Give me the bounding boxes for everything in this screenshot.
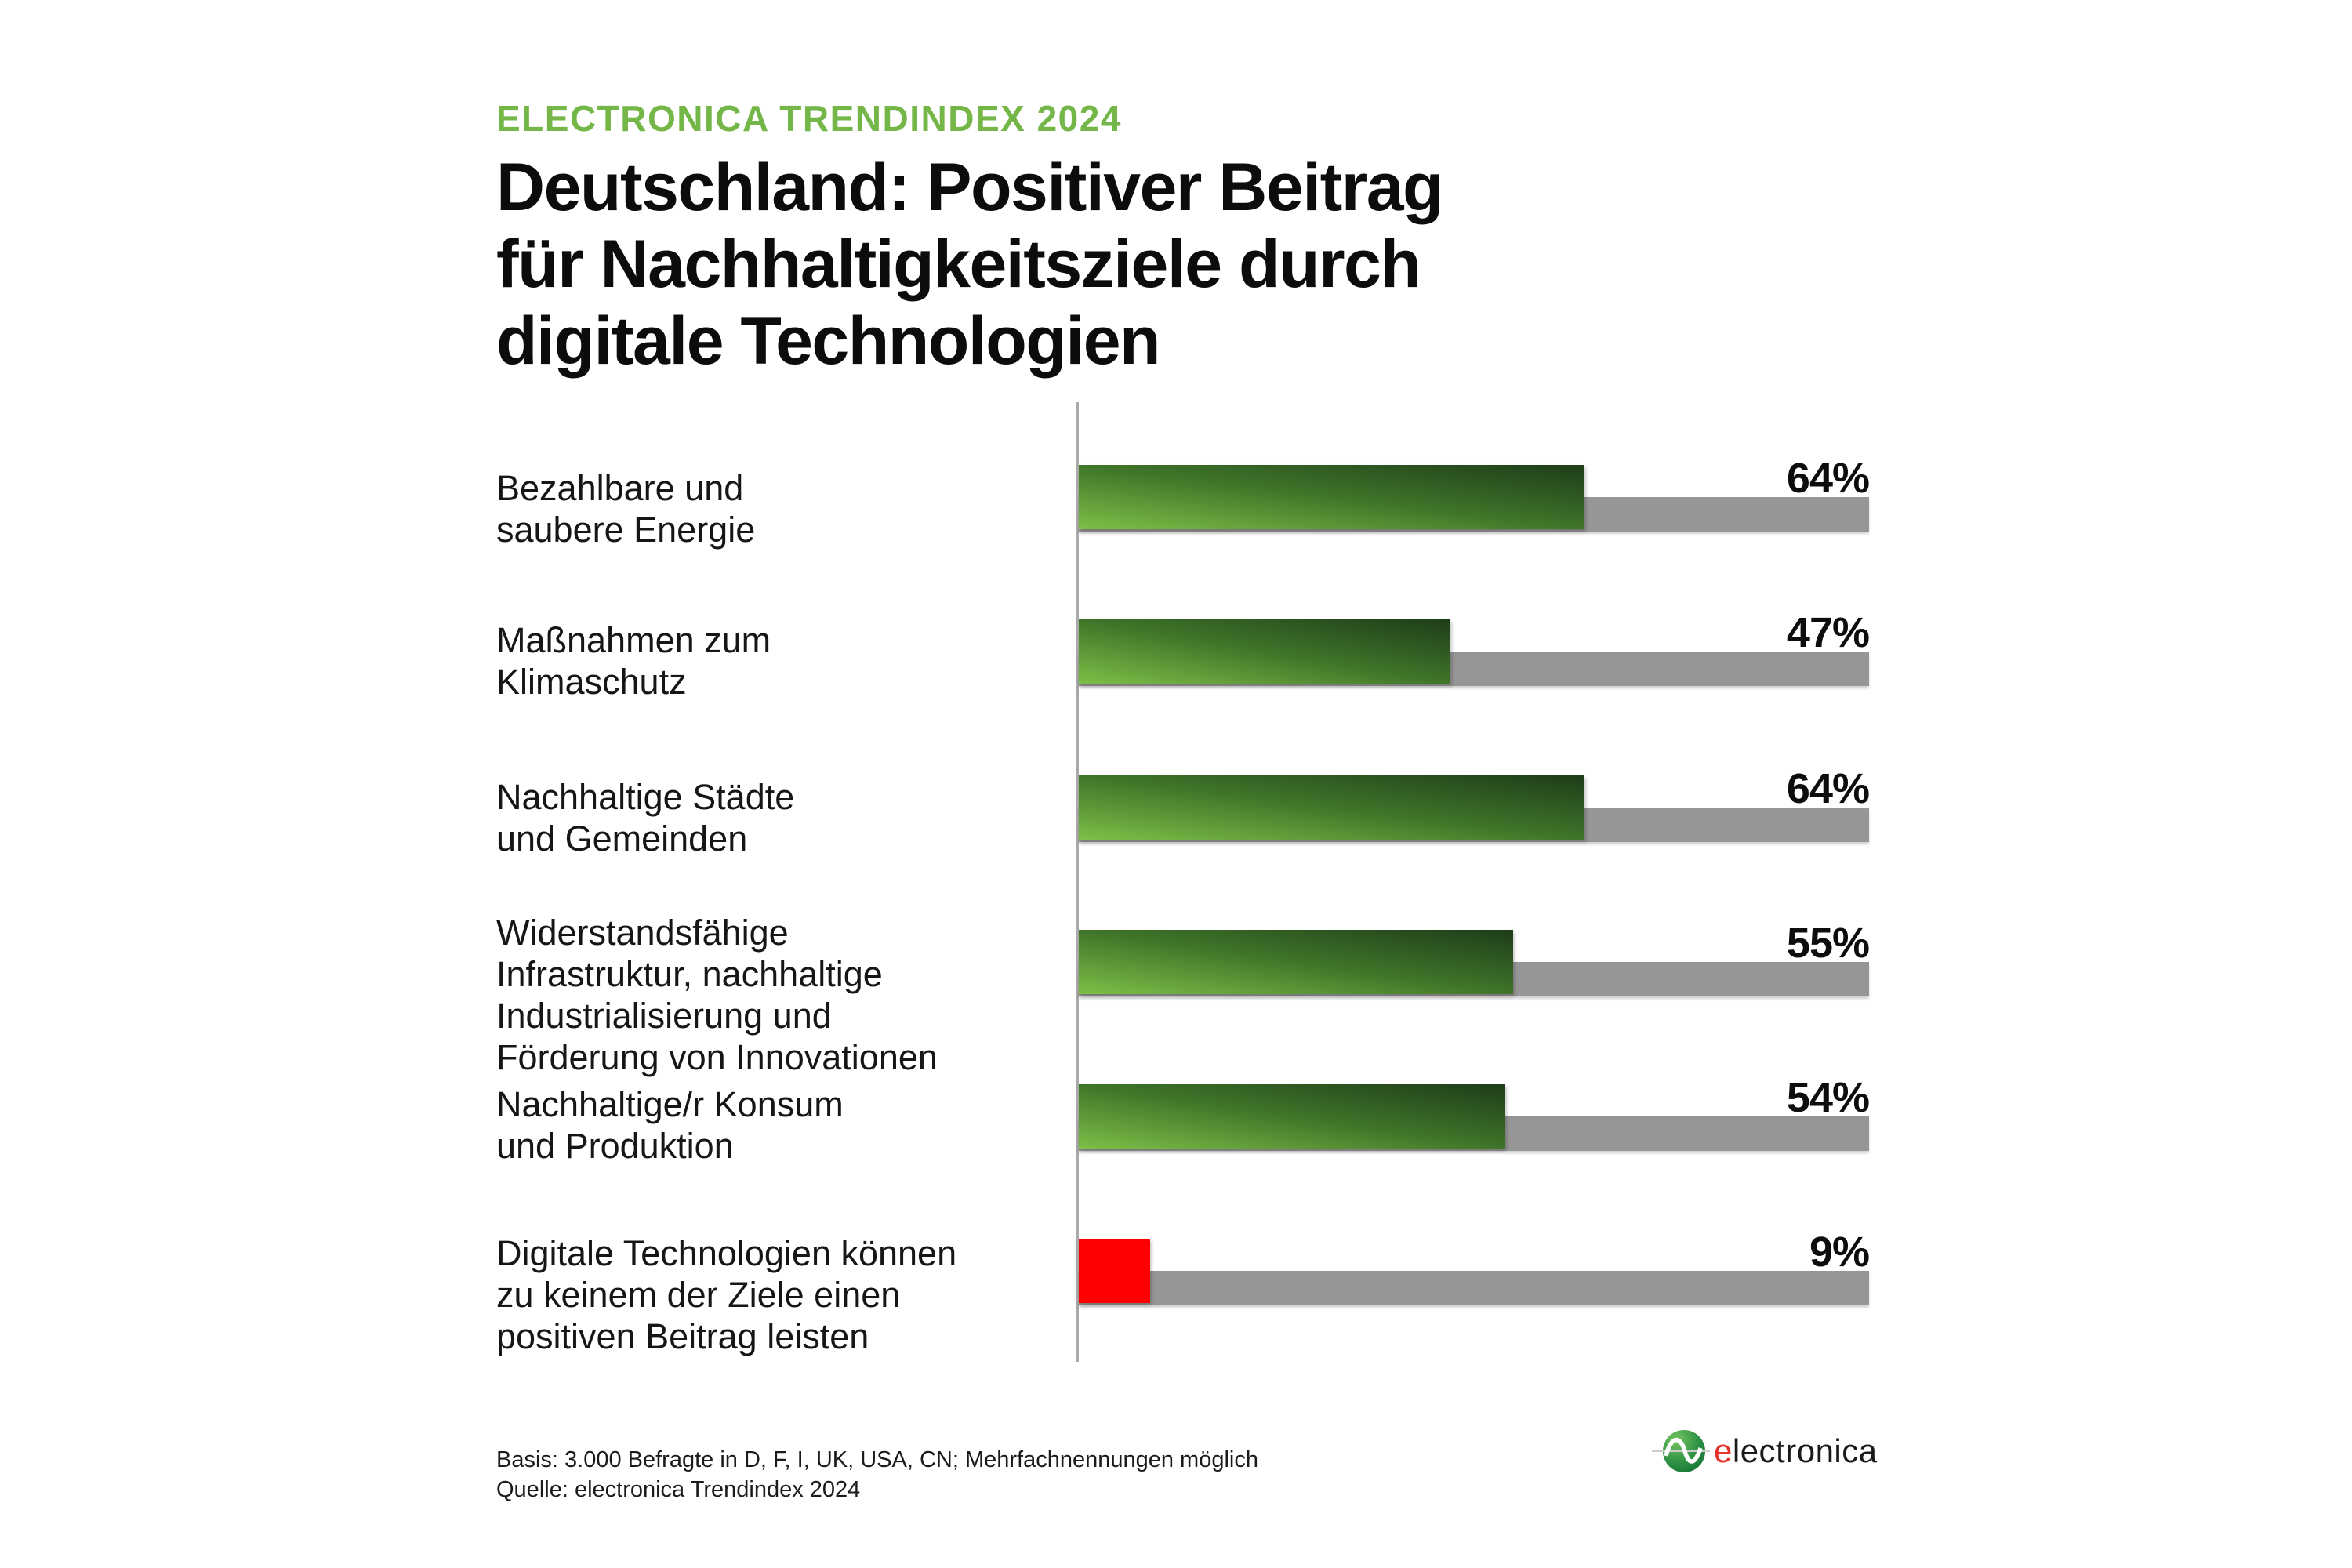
kicker: ELECTRONICA TRENDINDEX 2024	[496, 98, 1122, 139]
value-label: 64%	[1786, 455, 1870, 502]
category-label-line: Digitale Technologien können	[496, 1233, 957, 1273]
electronica-logo: electronica	[1651, 1427, 1886, 1475]
category-label-line: Nachhaltige Städte	[496, 777, 795, 817]
bar-track	[1079, 1271, 1869, 1305]
title-line-2: für Nachhaltigkeitsziele durch	[496, 227, 1421, 302]
category-label: Maßnahmen zum Klimaschutz	[496, 619, 1061, 702]
page-title: Deutschland: Positiver Beitrag für Nachh…	[496, 149, 1672, 379]
bar	[1079, 619, 1450, 684]
category-label-line: saubere Energie	[496, 510, 756, 550]
category-label-line: und Gemeinden	[496, 818, 748, 858]
electronica-logo-icon	[1652, 1430, 1710, 1472]
bar	[1079, 775, 1584, 840]
value-label: 9%	[1809, 1229, 1870, 1276]
axis-line	[1076, 402, 1079, 1362]
bar	[1079, 930, 1513, 994]
category-label: Digitale Technologien können zu keinem de…	[496, 1232, 1061, 1357]
value-label: 47%	[1786, 609, 1870, 656]
category-label-line: Bezahlbare und	[496, 468, 744, 508]
category-label-line: positiven Beitrag leisten	[496, 1316, 869, 1356]
bar	[1079, 465, 1584, 529]
category-label-line: Klimaschutz	[496, 662, 687, 702]
footer-basis: Basis: 3.000 Befragte in D, F, I, UK, US…	[496, 1447, 1258, 1472]
value-label: 64%	[1786, 765, 1870, 812]
footer-source: Quelle: electronica Trendindex 2024	[496, 1477, 861, 1502]
category-label: Bezahlbare und saubere Energie	[496, 467, 1061, 550]
wordmark-rest: lectronica	[1732, 1432, 1878, 1469]
category-label-line: Nachhaltige/r Konsum	[496, 1084, 844, 1124]
category-label-line: Maßnahmen zum	[496, 620, 771, 660]
footer: Basis: 3.000 Befragte in D, F, I, UK, US…	[496, 1445, 1258, 1504]
category-label: Nachhaltige Städte und Gemeinden	[496, 776, 1061, 859]
bar-negative	[1079, 1239, 1150, 1303]
electronica-wordmark: electronica	[1714, 1432, 1878, 1470]
category-label-line: Industrialisierung und	[496, 996, 832, 1036]
wordmark-e: e	[1714, 1432, 1733, 1469]
category-label-line: Widerstandsfähige	[496, 913, 789, 953]
category-label-line: zu keinem der Ziele einen	[496, 1275, 901, 1315]
bar	[1079, 1084, 1505, 1149]
value-label: 55%	[1786, 920, 1870, 967]
category-label: Widerstandsfähige Infrastruktur, nachhalt…	[496, 912, 1061, 1078]
category-label-line: und Produktion	[496, 1126, 734, 1166]
value-label: 54%	[1786, 1074, 1870, 1121]
category-label-line: Förderung von Innovationen	[496, 1037, 938, 1077]
category-label: Nachhaltige/r Konsum und Produktion	[496, 1083, 1061, 1167]
title-line-3: digitale Technologien	[496, 303, 1161, 379]
title-line-1: Deutschland: Positiver Beitrag	[496, 150, 1444, 225]
category-label-line: Infrastruktur, nachhaltige	[496, 954, 883, 994]
